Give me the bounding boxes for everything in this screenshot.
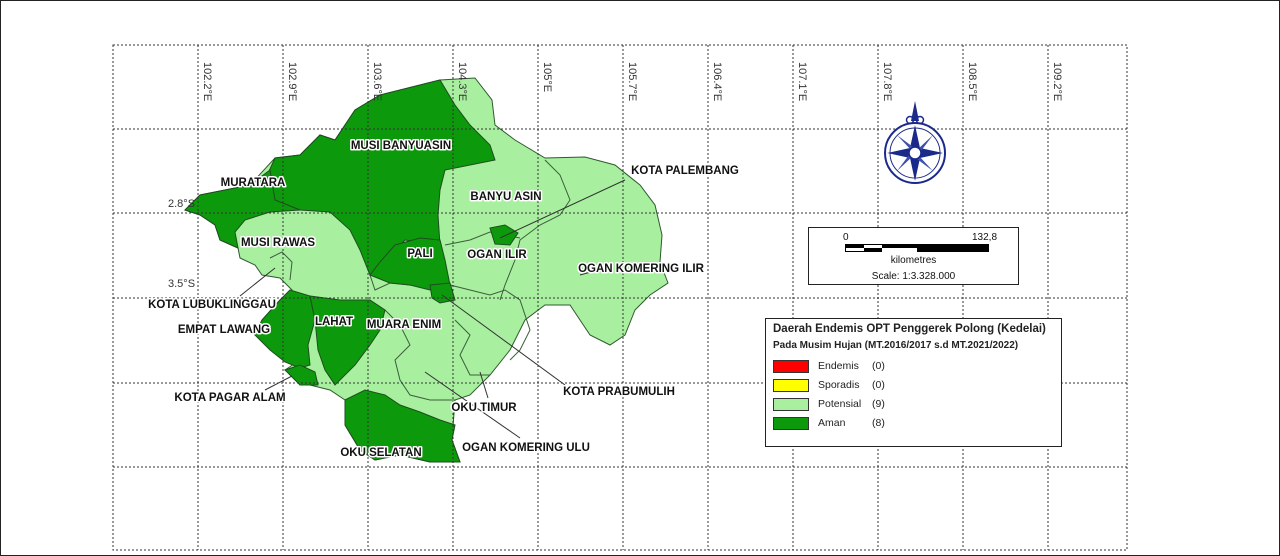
legend-label: Aman bbox=[818, 417, 846, 429]
longitude-label: 106.4°E bbox=[711, 62, 723, 101]
longitude-label: 107.1°E bbox=[796, 62, 808, 101]
scale-unit: kilometres bbox=[890, 255, 937, 266]
legend-swatch bbox=[773, 378, 809, 392]
legend-swatch bbox=[773, 397, 809, 411]
scale-bar: 0 132,8 kilometres Scale: 1:3.328.000 bbox=[808, 227, 1019, 285]
region-labels: MUSI BANYUASIN MURATARA BANYU ASIN KOTA PAL… bbox=[147, 139, 741, 461]
longitude-label: 102.2°E bbox=[201, 62, 213, 101]
region-label-kota-pagar-alam: KOTA PAGAR ALAM bbox=[174, 392, 285, 404]
region-label-muratara: MURATARA bbox=[221, 177, 286, 189]
boundary-okutimur-oku bbox=[454, 319, 490, 376]
leader-line bbox=[441, 294, 566, 386]
region-label-empat-lawang: EMPAT LAWANG bbox=[178, 324, 270, 336]
legend-label: Sporadis bbox=[818, 379, 860, 391]
legend-item-sporadis: Sporadis (0) bbox=[773, 378, 885, 392]
region-label-kota-lubuklinggau: KOTA LUBUKLINGGAU bbox=[148, 299, 276, 311]
longitude-label: 107.8°E bbox=[881, 62, 893, 101]
region-label-ogan-komering-ilir: OGAN KOMERING ILIR bbox=[578, 263, 705, 275]
legend-item-aman: Aman (8) bbox=[773, 416, 885, 430]
legend-label: Endemis bbox=[818, 360, 859, 372]
legend-subtitle: Pada Musim Hujan (MT.2016/2017 s.d MT.20… bbox=[773, 340, 1019, 351]
coordinate-labels: 102.2°E 102.9°E 103.6°E 104.3°E 105°E 105.7°E… bbox=[168, 62, 1063, 290]
region-label-pali: PALI bbox=[407, 248, 432, 260]
legend-item-endemis: Endemis (0) bbox=[773, 359, 885, 373]
latitude-label: 2.8°S bbox=[168, 198, 195, 210]
region-pali bbox=[369, 237, 451, 291]
longitude-label: 105.7°E bbox=[626, 62, 638, 101]
region-label-ogan-ilir: OGAN ILIR bbox=[467, 249, 527, 261]
region-label-ogan-komering-ulu: OGAN KOMERING ULU bbox=[462, 442, 590, 454]
longitude-label: 105°E bbox=[541, 62, 553, 92]
boundary-banyuasin-oki bbox=[499, 159, 571, 301]
scale-end: 132,8 bbox=[972, 232, 998, 243]
legend-title: Daerah Endemis OPT Penggerek Polong (Ked… bbox=[773, 323, 1046, 335]
region-label-kota-palembang: KOTA PALEMBANG bbox=[631, 165, 739, 177]
region-label-musi-rawas: MUSI RAWAS bbox=[241, 237, 315, 249]
legend-swatch bbox=[773, 359, 809, 373]
boundary-muaraenim-okutimur bbox=[384, 309, 455, 401]
leader-line bbox=[499, 179, 626, 239]
longitude-label: 102.9°E bbox=[286, 62, 298, 101]
legend-count: (8) bbox=[872, 417, 885, 429]
legend-item-potensial: Potensial (9) bbox=[773, 397, 885, 411]
leader-line bbox=[424, 371, 521, 439]
region-label-banyu-asin: BANYU ASIN bbox=[470, 191, 541, 203]
region-kota-palembang bbox=[489, 224, 519, 246]
label-leaders bbox=[239, 179, 626, 439]
legend: Daerah Endemis OPT Penggerek Polong (Ked… bbox=[765, 318, 1062, 447]
legend-count: (9) bbox=[872, 398, 885, 410]
scale-ratio: Scale: 1:3.328.000 bbox=[871, 271, 956, 282]
region-label-muara-enim: MUARA ENIM bbox=[367, 319, 441, 331]
region-kota-prabumulih bbox=[429, 282, 456, 304]
longitude-label: 104.3°E bbox=[456, 62, 468, 101]
legend-count: (0) bbox=[872, 360, 885, 372]
region-label-oku-selatan: OKU SELATAN bbox=[340, 447, 421, 459]
latitude-label: 3.5°S bbox=[168, 278, 195, 290]
scale-bar-graphic bbox=[845, 244, 989, 252]
leader-line bbox=[479, 371, 489, 399]
region-label-oku-timur: OKU TIMUR bbox=[451, 402, 517, 414]
north-arrow-compass-icon bbox=[884, 101, 946, 184]
legend-swatch bbox=[773, 416, 809, 430]
region-label-lahat: LAHAT bbox=[315, 316, 353, 328]
boundary-lubuklinggau bbox=[269, 251, 293, 281]
legend-label: Potensial bbox=[818, 398, 862, 410]
longitude-label: 103.6°E bbox=[371, 62, 383, 101]
region-lahat bbox=[309, 295, 386, 386]
longitude-label: 109.2°E bbox=[1051, 62, 1063, 101]
legend-count: (0) bbox=[872, 379, 885, 391]
longitude-label: 108.5°E bbox=[966, 62, 978, 101]
boundary-oganilir-south bbox=[449, 284, 531, 361]
leader-line bbox=[264, 375, 293, 391]
scale-start: 0 bbox=[843, 232, 849, 243]
region-label-musi-banyuasin: MUSI BANYUASIN bbox=[351, 140, 451, 152]
leader-line bbox=[579, 269, 599, 276]
region-label-kota-prabumulih: KOTA PRABUMULIH bbox=[563, 386, 675, 398]
leader-line bbox=[239, 267, 276, 297]
region-muratara bbox=[184, 169, 301, 249]
region-oku-selatan bbox=[344, 389, 461, 463]
